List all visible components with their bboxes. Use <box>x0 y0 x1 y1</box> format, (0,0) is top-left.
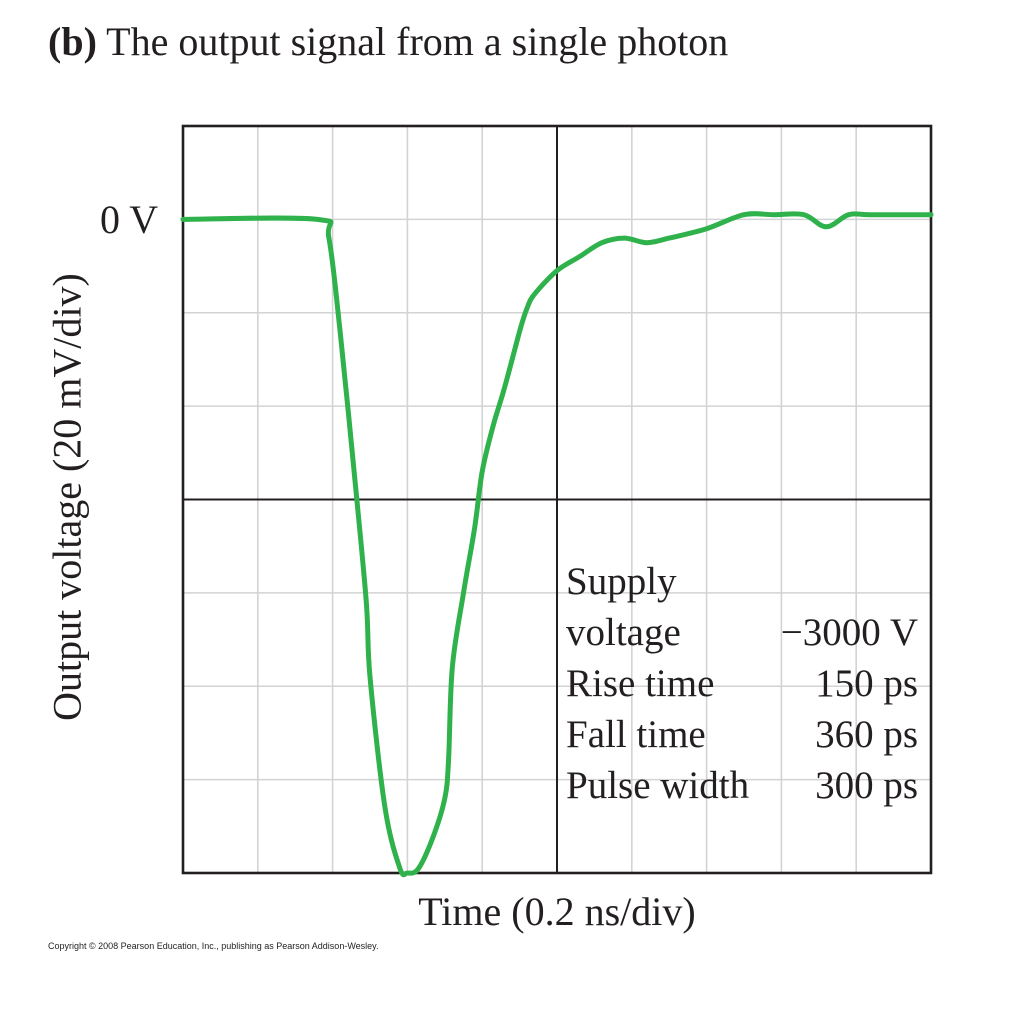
spec-name: Pulse width <box>566 764 750 807</box>
spec-row-fall-time: Fall time 360 ps <box>566 709 918 760</box>
spec-value: 360 ps <box>815 713 918 756</box>
signal-trace <box>180 211 934 878</box>
specs-box: Supply voltage −3000 V Rise time 150 ps … <box>566 556 918 811</box>
y-axis-label: Output voltage (20 mV/div) <box>44 273 90 721</box>
spec-value: 150 ps <box>815 662 918 705</box>
spec-row-voltage: voltage −3000 V <box>566 607 918 658</box>
figure-title: (b) The output signal from a single phot… <box>48 18 728 65</box>
spec-row-rise-time: Rise time 150 ps <box>566 658 918 709</box>
specs-heading: Supply <box>566 560 677 603</box>
signal-trace-group <box>180 211 934 878</box>
figure-label: (b) <box>48 19 97 64</box>
zero-volt-label: 0 V <box>100 197 159 242</box>
copyright-notice: Copyright © 2008 Pearson Education, Inc.… <box>48 941 379 951</box>
figure-title-text: The output signal from a single photon <box>106 19 729 64</box>
spec-name: voltage <box>566 611 681 654</box>
axes <box>181 124 933 875</box>
spec-name: Rise time <box>566 662 715 705</box>
spec-row-pulse-width: Pulse width 300 ps <box>566 760 918 811</box>
spec-name: Fall time <box>566 713 706 756</box>
spec-value: −3000 V <box>780 611 918 654</box>
spec-value: 300 ps <box>815 764 918 807</box>
plot-frame <box>181 124 933 875</box>
x-axis-label: Time (0.2 ns/div) <box>418 889 696 934</box>
